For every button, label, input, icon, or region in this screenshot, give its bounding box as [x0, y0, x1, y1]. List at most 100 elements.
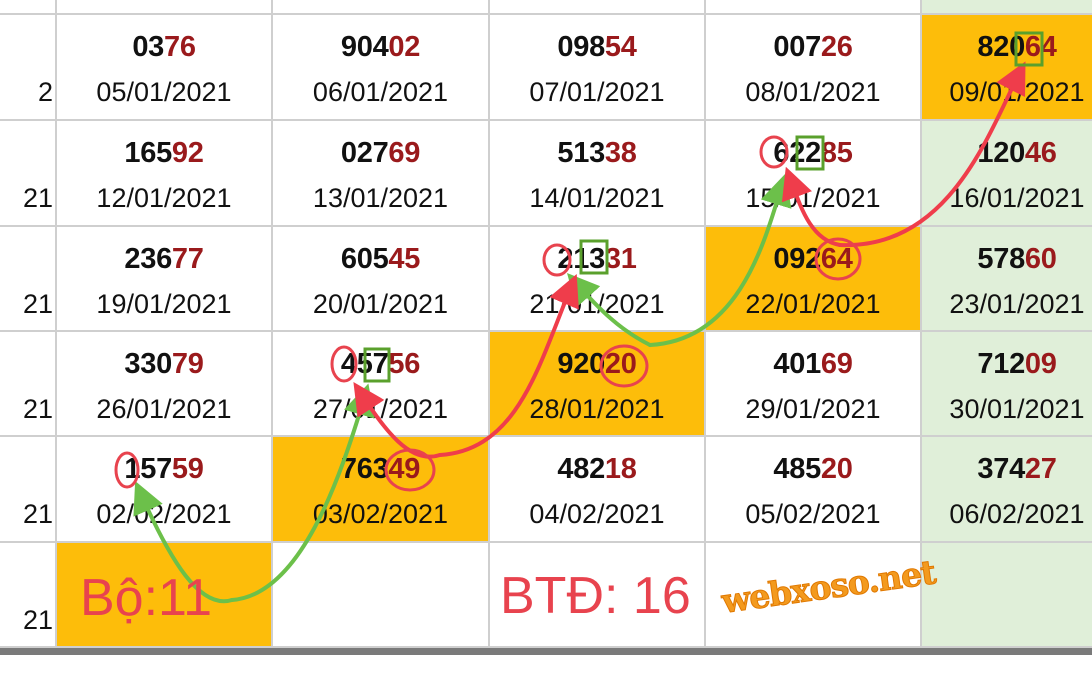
result-number: 57860: [922, 243, 1092, 276]
result-cell: [57, 543, 273, 648]
result-cell: 51338 14/01/2021: [490, 121, 706, 227]
table-cell-partial: [273, 0, 490, 15]
table-cell-partial: 21: [0, 227, 57, 332]
number-tail: 09: [1024, 348, 1057, 380]
result-date: 05/02/2021: [745, 499, 881, 529]
result-number: 76349: [273, 453, 488, 486]
number-head: 236: [124, 243, 172, 275]
number-tail: 20: [820, 453, 853, 485]
number-head: 482: [557, 453, 605, 485]
red-arrow-76349-to-21331: [438, 273, 579, 457]
result-cell: 48520 05/02/2021: [706, 437, 922, 543]
number-tail: 69: [820, 348, 853, 380]
result-date: 07/01/2021: [529, 77, 665, 107]
number-tail: 85: [820, 137, 853, 169]
result-cell: 16592 12/01/2021: [57, 121, 273, 227]
number-head: 605: [340, 243, 389, 275]
number-tail: 54: [604, 31, 637, 63]
result-date: 04/02/2021: [529, 499, 665, 529]
number-tail: 60: [1024, 243, 1057, 275]
result-number: 71209: [922, 348, 1092, 381]
result-cell: [490, 543, 706, 648]
result-cell: 40169 29/01/2021: [706, 332, 922, 437]
result-date: 22/01/2021: [745, 289, 881, 319]
result-date: 28/01/2021: [529, 394, 665, 424]
table-cell-partial: [57, 0, 273, 15]
result-number: 00726: [706, 31, 920, 64]
result-number: 0376: [57, 31, 271, 64]
box-marker: [579, 239, 609, 275]
result-date: 16/01/2021: [949, 183, 1085, 213]
result-cell: 60545 20/01/2021: [273, 227, 490, 332]
red-arrow-76349-to-45756: [353, 381, 442, 459]
number-tail: 69: [388, 137, 421, 169]
number-tail: 92: [171, 137, 204, 169]
box-marker: [363, 347, 391, 383]
number-head: 920: [557, 348, 605, 380]
table-cell-partial: 21: [0, 543, 57, 648]
result-number: 92020: [490, 348, 704, 381]
table-cell-partial: 2: [0, 15, 57, 121]
number-head: 027: [340, 137, 389, 169]
number-tail: 26: [820, 31, 853, 63]
number-head: 098: [557, 31, 605, 63]
number-tail: 46: [1024, 137, 1057, 169]
number-tail: 45: [388, 243, 421, 275]
result-date: 23/01/2021: [949, 289, 1085, 319]
result-date: 06/02/2021: [949, 499, 1085, 529]
table-cell-partial: 21: [0, 332, 57, 437]
result-number: 23677: [57, 243, 271, 276]
number-head: 007: [773, 31, 821, 63]
result-number: 02769: [273, 137, 488, 170]
result-number: 12046: [922, 137, 1092, 170]
result-date: 06/01/2021: [312, 77, 449, 107]
table-bottom-border: [0, 648, 1092, 655]
number-head: 485: [773, 453, 821, 485]
result-date: 02/02/2021: [96, 499, 232, 529]
result-date: 26/01/2021: [96, 394, 232, 424]
result-number: 37427: [922, 453, 1092, 486]
result-cell: 90402 06/01/2021: [273, 15, 490, 121]
result-date: 19/01/2021: [96, 289, 232, 319]
result-date: 05/01/2021: [96, 77, 232, 107]
table-cell-partial: [922, 0, 1092, 15]
result-cell: 09854 07/01/2021: [490, 15, 706, 121]
number-tail: 31: [604, 243, 637, 275]
result-number: 09854: [490, 31, 704, 64]
date-fragment: 21: [22, 289, 53, 319]
result-cell: 02769 13/01/2021: [273, 121, 490, 227]
result-number: 51338: [490, 137, 704, 170]
red-arrow-09264-to-82064: [838, 61, 1026, 248]
number-head: 165: [124, 137, 172, 169]
result-cell: 71209 30/01/2021: [922, 332, 1092, 437]
number-tail: 20: [604, 348, 637, 380]
result-cell: 12046 16/01/2021: [922, 121, 1092, 227]
green-arrow-bo-to-45756: [230, 383, 375, 602]
number-tail: 56: [388, 348, 421, 380]
red-arrow-09264-to-62285: [781, 166, 842, 247]
number-tail: 18: [604, 453, 637, 485]
number-head: 578: [977, 243, 1025, 275]
result-cell: [706, 543, 922, 648]
result-cell: 15759 02/02/2021: [57, 437, 273, 543]
result-date: 30/01/2021: [949, 394, 1085, 424]
result-cell: 0376 05/01/2021: [57, 15, 273, 121]
number-head: 712: [977, 348, 1025, 380]
table-cell-partial: 21: [0, 121, 57, 227]
number-head: 513: [557, 137, 605, 169]
result-number: 48218: [490, 453, 704, 486]
result-date: 12/01/2021: [96, 183, 232, 213]
result-cell: 09264 22/01/2021: [706, 227, 922, 332]
result-number: 09264: [706, 243, 920, 276]
box-marker: [1014, 31, 1044, 67]
number-head: 092: [773, 243, 821, 275]
circle-marker: [542, 243, 572, 277]
number-tail: 79: [171, 348, 204, 380]
number-head: 330: [124, 348, 172, 380]
result-date: 20/01/2021: [312, 289, 449, 319]
result-cell: 57860 23/01/2021: [922, 227, 1092, 332]
result-number: 16592: [57, 137, 271, 170]
result-cell: 00726 08/01/2021: [706, 15, 922, 121]
